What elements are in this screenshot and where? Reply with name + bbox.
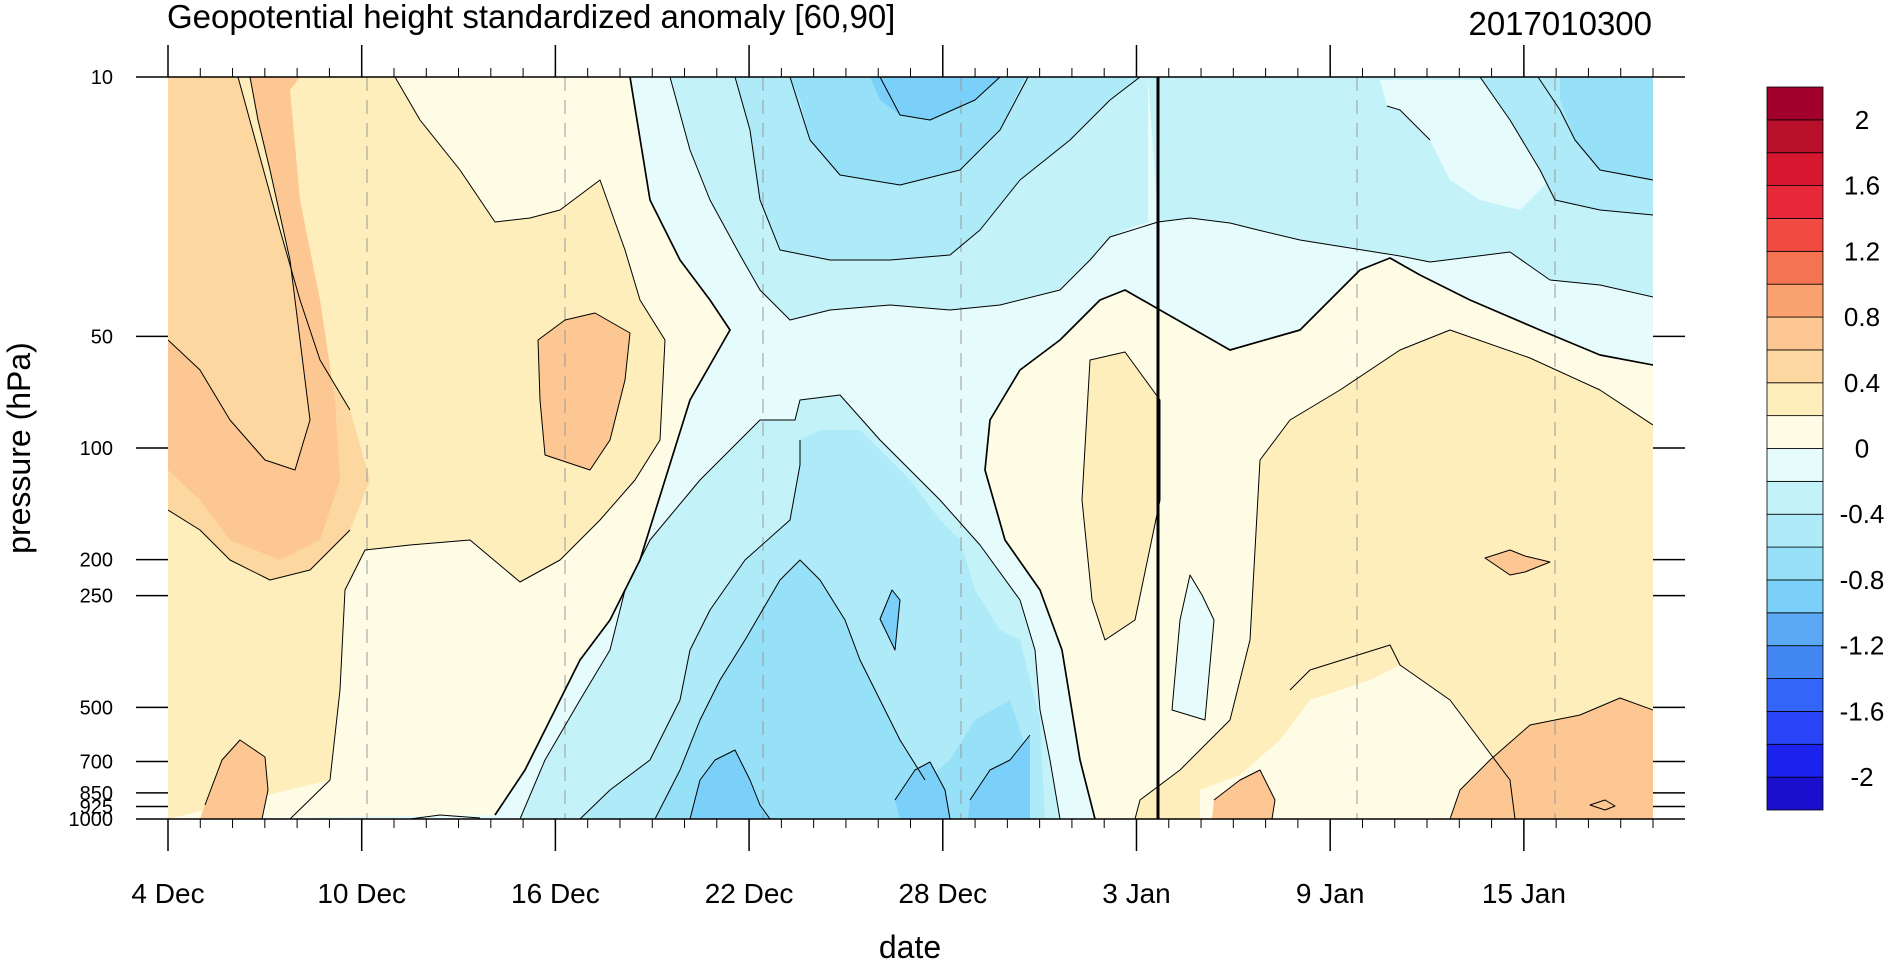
x-tick-label: 22 Dec: [705, 878, 794, 909]
chart-title: Geopotential height standardized anomaly…: [167, 0, 895, 35]
colorbar-swatch: [1766, 513, 1824, 548]
y-tick-label: 250: [80, 586, 113, 608]
colorbar-swatch: [1766, 711, 1824, 745]
y-tick-label: 925: [80, 796, 113, 818]
y-tick-label: 10: [91, 67, 113, 89]
colorbar-label: -1.6: [1840, 696, 1885, 726]
y-tick-label: 700: [80, 752, 113, 774]
colorbar-label: -1.2: [1840, 631, 1885, 661]
colorbar-swatch: [1766, 218, 1824, 252]
colorbar-label: 1.2: [1844, 236, 1880, 266]
colorbar-swatch: [1766, 645, 1824, 679]
x-tick-label: 9 Jan: [1296, 878, 1365, 909]
colorbar-swatch: [1766, 86, 1824, 121]
x-tick-label: 3 Jan: [1102, 878, 1171, 909]
colorbar-swatch: [1766, 776, 1824, 811]
colorbar-swatch: [1766, 283, 1824, 318]
colorbar-swatch: [1766, 678, 1824, 712]
y-axis-label: pressure (hPa): [1, 342, 37, 554]
y-tick-label: 50: [91, 326, 113, 348]
x-axis-ticks: [167, 45, 1654, 851]
colorbar-swatch: [1766, 119, 1824, 154]
colorbar-swatch: [1766, 579, 1824, 614]
contour-fill-layer: [168, 77, 1653, 819]
colorbar-swatch: [1766, 480, 1824, 515]
colorbar-swatch: [1766, 546, 1824, 581]
x-tick-label: 10 Dec: [317, 878, 406, 909]
colorbar-swatch: [1766, 250, 1824, 285]
colorbar-label: -2: [1850, 762, 1873, 792]
colorbar-swatch: [1766, 612, 1824, 647]
x-axis-label: date: [879, 929, 941, 963]
colorbar-swatch: [1766, 382, 1824, 417]
colorbar-label: -0.8: [1840, 565, 1885, 595]
colorbar-swatch: [1766, 349, 1824, 384]
colorbar-swatch: [1766, 316, 1824, 351]
colorbar: [1766, 86, 1824, 811]
x-tick-label: 28 Dec: [898, 878, 987, 909]
y-axis-ticks: [136, 76, 1685, 820]
colorbar-label: -0.4: [1840, 499, 1885, 529]
y-tick-label: 1000: [69, 809, 114, 831]
y-tick-label: 850: [80, 783, 113, 805]
y-tick-label: 500: [80, 697, 113, 719]
colorbar-swatch: [1766, 152, 1824, 186]
colorbar-swatch: [1766, 448, 1824, 482]
colorbar-label: 0.8: [1844, 302, 1880, 332]
colorbar-label: 0: [1855, 434, 1869, 464]
colorbar-label: 0.4: [1844, 368, 1880, 398]
colorbar-label: 1.6: [1844, 171, 1880, 201]
x-tick-label: 16 Dec: [511, 878, 600, 909]
y-tick-label: 200: [80, 550, 113, 572]
x-axis-tick-labels: 4 Dec 10 Dec 16 Dec 22 Dec 28 Dec 3 Jan 9 Jan 1…: [131, 878, 1565, 909]
chart-title-right: 2017010300: [1468, 5, 1652, 42]
colorbar-label: 2: [1855, 105, 1869, 135]
x-tick-label: 15 Jan: [1482, 878, 1566, 909]
colorbar-swatch: [1766, 185, 1824, 219]
x-tick-label: 4 Dec: [131, 878, 204, 909]
y-tick-label: 100: [80, 438, 113, 460]
colorbar-swatch: [1766, 743, 1824, 778]
colorbar-labels: -2 -1.6 -1.2 -0.8 -0.4 0 0.4 0.8 1.2 1.6 2: [1840, 105, 1885, 792]
colorbar-swatch: [1766, 415, 1824, 449]
